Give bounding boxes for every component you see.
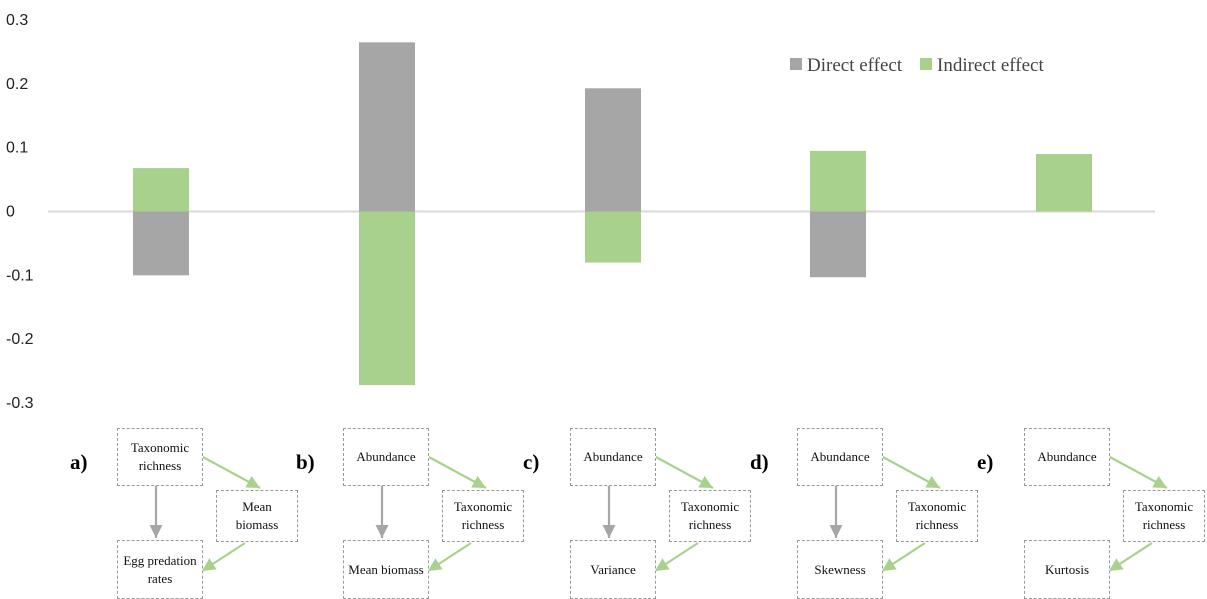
legend-swatch-direct	[790, 58, 802, 70]
y-tick-label: 0.1	[6, 140, 28, 157]
node-predictor: Abundance	[797, 428, 883, 486]
bar-direct-3	[585, 88, 641, 212]
indirect-arrow-to-mediator	[653, 455, 714, 489]
node-outcome: Kurtosis	[1024, 540, 1110, 599]
node-mediator: Taxonomic richness	[1123, 490, 1205, 542]
bar-indirect-4	[810, 150, 866, 212]
bar-indirect-2	[359, 211, 415, 386]
y-tick-label: -0.1	[6, 267, 34, 284]
bar-direct-2	[359, 42, 415, 212]
bar-indirect-1	[133, 168, 189, 212]
y-tick-label: 0.3	[6, 12, 28, 29]
y-tick-label: -0.3	[6, 395, 34, 412]
node-predictor: Abundance	[343, 428, 429, 486]
node-outcome: Skewness	[797, 540, 883, 599]
indirect-arrow-to-mediator	[880, 455, 941, 489]
path-diagram-5: e) Abundance Taxonomic richness Kurtosis	[977, 428, 1207, 599]
node-predictor: Abundance	[570, 428, 656, 486]
path-diagram-1: a) Taxonomic richness Mean biomass Egg pred…	[70, 428, 300, 599]
y-tick-label: 0.2	[6, 76, 28, 93]
indirect-arrow-from-mediator	[427, 542, 472, 572]
diagram-label: a)	[70, 450, 88, 474]
indirect-arrow-to-mediator	[200, 455, 261, 489]
bar-indirect-3	[585, 211, 641, 263]
node-predictor: Taxonomic richness	[117, 428, 203, 486]
path-diagram-4: d) Abundance Taxonomic richness Skewness	[750, 428, 980, 599]
diagram-label: b)	[296, 450, 315, 474]
y-tick-label: 0	[6, 204, 15, 221]
bar-chart: 0.3 0.2 0.1 0 -0.1 -0.2 -0.3 Direct effect Ind…	[6, 12, 1155, 412]
indirect-arrow-from-mediator	[1108, 542, 1153, 572]
diagram-arrows	[602, 455, 714, 572]
bar-indirect-5	[1036, 154, 1092, 212]
diagram-label: c)	[523, 450, 540, 474]
indirect-arrow-from-mediator	[881, 542, 926, 572]
y-axis: 0.3 0.2 0.1 0 -0.1 -0.2 -0.3	[6, 12, 34, 412]
legend-label-direct: Direct effect	[807, 55, 903, 76]
node-mediator: Taxonomic richness	[442, 490, 524, 542]
path-diagram-3: c) Abundance Taxonomic richness Variance	[523, 428, 753, 599]
y-tick-label: -0.2	[6, 331, 34, 348]
indirect-arrow-from-mediator	[654, 542, 699, 572]
diagram-label: e)	[977, 450, 994, 474]
indirect-arrow-to-mediator	[426, 455, 487, 489]
node-outcome: Egg predation rates	[117, 540, 203, 599]
legend: Direct effect Indirect effect	[790, 55, 1044, 76]
legend-label-indirect: Indirect effect	[937, 55, 1044, 76]
bars	[133, 42, 1092, 386]
node-predictor: Abundance	[1024, 428, 1110, 486]
node-outcome: Mean biomass	[343, 540, 429, 599]
diagram-arrows	[375, 455, 487, 572]
bar-direct-1	[133, 211, 189, 276]
node-mediator: Mean biomass	[216, 490, 298, 542]
node-mediator: Taxonomic richness	[669, 490, 751, 542]
indirect-arrow-to-mediator	[1107, 455, 1168, 489]
legend-swatch-indirect	[920, 58, 932, 70]
diagram-arrows	[829, 455, 941, 572]
node-outcome: Variance	[570, 540, 656, 599]
node-mediator: Taxonomic richness	[896, 490, 978, 542]
path-diagram-2: b) Abundance Taxonomic richness Mean biomas…	[296, 428, 526, 599]
diagram-arrows	[1107, 455, 1168, 572]
diagram-label: d)	[750, 450, 769, 474]
diagram-arrows	[149, 455, 261, 572]
indirect-arrow-from-mediator	[201, 542, 246, 572]
bar-direct-4	[810, 211, 866, 278]
